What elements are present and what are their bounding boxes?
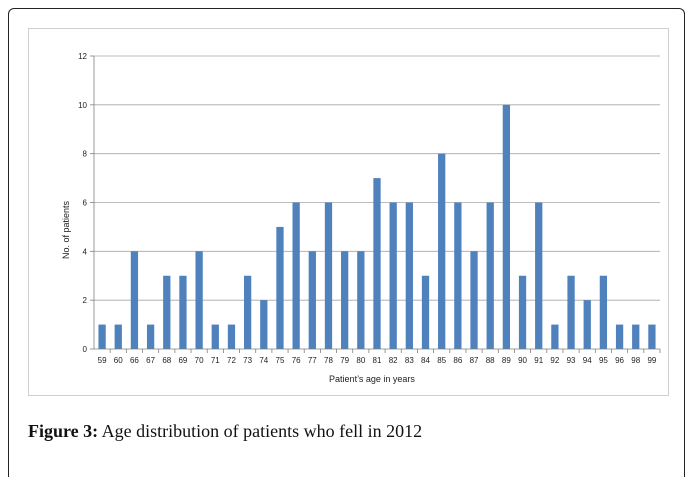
bar <box>632 324 640 349</box>
bar <box>179 275 187 349</box>
bar <box>130 251 139 349</box>
bar <box>567 275 575 349</box>
bar <box>276 226 284 349</box>
bar <box>454 202 462 349</box>
bar <box>195 251 203 349</box>
x-tick-label: 73 <box>243 356 252 365</box>
x-tick-label: 81 <box>373 356 382 365</box>
x-tick-label: 94 <box>583 356 592 365</box>
gridlines <box>94 55 660 301</box>
bar <box>599 275 608 349</box>
bar <box>98 324 106 349</box>
bar <box>260 300 268 349</box>
figure-caption: Figure 3: Age distribution of patients w… <box>28 421 422 442</box>
x-tick-label: 99 <box>647 356 656 365</box>
y-tick-label: 12 <box>78 52 87 61</box>
bar <box>502 104 511 349</box>
bar <box>389 202 397 349</box>
x-tick-label: 85 <box>437 356 446 365</box>
y-tick-label: 2 <box>83 296 88 305</box>
x-axis-label: Patient’s age in years <box>329 374 415 384</box>
x-tick-label: 92 <box>550 356 559 365</box>
x-tick-label: 95 <box>599 356 608 365</box>
x-tick-label: 59 <box>98 356 107 365</box>
bar <box>486 202 494 349</box>
bar <box>308 251 316 349</box>
x-tick-label: 74 <box>259 356 268 365</box>
bar <box>341 251 349 349</box>
x-tick-label: 60 <box>114 356 123 365</box>
x-tick-label: 77 <box>308 356 317 365</box>
x-tick-label: 89 <box>502 356 511 365</box>
bar <box>615 324 624 349</box>
caption-label: Figure 3: <box>28 421 99 441</box>
x-tick-label: 88 <box>486 356 495 365</box>
bar <box>518 275 527 349</box>
x-tick-label: 96 <box>615 356 624 365</box>
bar <box>357 251 365 349</box>
y-tick-label: 8 <box>83 150 88 159</box>
x-tick-label: 79 <box>340 356 349 365</box>
x-tick-label: 98 <box>631 356 640 365</box>
bar <box>648 324 656 349</box>
bar <box>114 324 122 349</box>
y-tick-label: 6 <box>83 199 88 208</box>
bar <box>163 275 171 349</box>
x-tick-label: 68 <box>162 356 171 365</box>
x-tick-label: 71 <box>211 356 220 365</box>
bar <box>243 275 252 349</box>
bar <box>438 153 446 349</box>
bar <box>535 202 543 349</box>
x-tick-label: 93 <box>567 356 576 365</box>
x-tick-label: 67 <box>146 356 155 365</box>
x-tick-label: 87 <box>470 356 479 365</box>
bar <box>373 178 381 349</box>
bar <box>551 324 559 349</box>
x-tick-label: 86 <box>453 356 462 365</box>
x-tick-label: 91 <box>534 356 543 365</box>
bar <box>227 324 236 349</box>
bar <box>211 324 219 349</box>
x-tick-label: 72 <box>227 356 236 365</box>
bar <box>405 202 413 349</box>
y-axis-label: No. of patients <box>61 200 71 259</box>
x-tick-label: 76 <box>292 356 301 365</box>
bar <box>470 251 478 349</box>
x-tick-label: 66 <box>130 356 139 365</box>
x-tick-label: 69 <box>178 356 187 365</box>
bar <box>292 202 300 349</box>
y-tick-label: 0 <box>83 345 88 354</box>
x-tick-label: 82 <box>389 356 398 365</box>
x-tick-label: 78 <box>324 356 333 365</box>
bars <box>98 104 656 349</box>
bar <box>146 324 155 349</box>
caption-text: Age distribution of patients who fell in… <box>98 421 423 441</box>
x-tick-label: 70 <box>195 356 204 365</box>
bar <box>324 202 333 349</box>
x-tick-label: 90 <box>518 356 527 365</box>
x-tick-label: 75 <box>276 356 285 365</box>
bar <box>583 300 591 349</box>
y-tick-label: 10 <box>78 101 87 110</box>
bar <box>421 275 430 349</box>
x-tick-label: 80 <box>356 356 365 365</box>
x-tick-label: 83 <box>405 356 414 365</box>
figure-frame <box>8 8 685 477</box>
x-tick-label: 84 <box>421 356 430 365</box>
y-tick-label: 4 <box>83 247 88 256</box>
